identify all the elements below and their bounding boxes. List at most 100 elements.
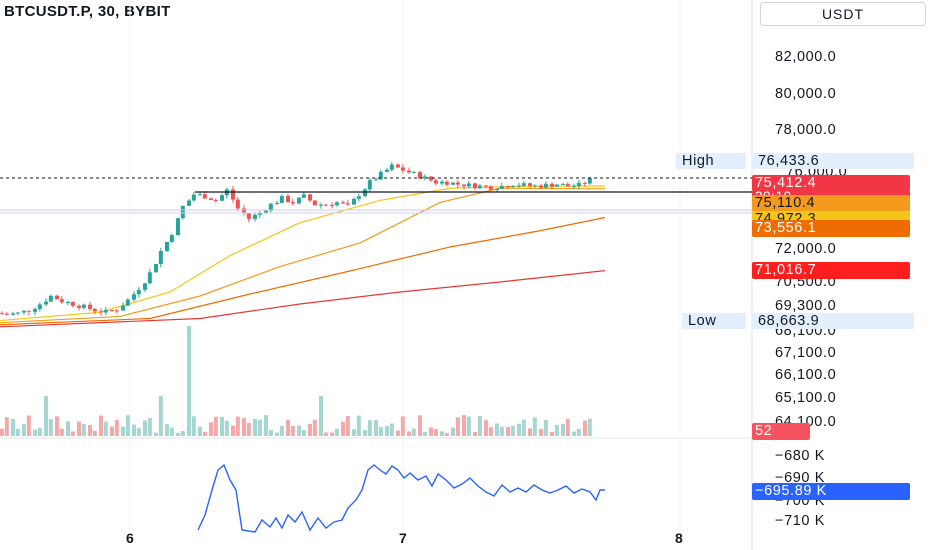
volume-bar (517, 423, 521, 436)
candle-body (103, 310, 108, 313)
candle-body (418, 172, 422, 179)
candle-body (114, 310, 119, 312)
candle-body (4, 313, 9, 315)
volume-bar (521, 419, 526, 436)
candle-body (488, 186, 493, 190)
candle-body (356, 196, 361, 199)
candle-body (539, 185, 543, 188)
candle-body (158, 250, 163, 265)
volume-bar (81, 424, 86, 436)
candle-body (176, 218, 180, 236)
volume-bar (308, 423, 312, 436)
volume-bar (169, 427, 174, 436)
candle-body (587, 178, 592, 184)
volume-bar (429, 427, 433, 436)
volume-bar (37, 427, 42, 436)
volume-bar (297, 425, 301, 436)
high-label: High (676, 153, 746, 169)
volume-bar (11, 418, 15, 436)
candle-body (235, 199, 240, 209)
candle-body (81, 304, 86, 308)
candle-body (22, 310, 26, 313)
candle-body (136, 289, 141, 295)
price-tick: 72,000.0 (775, 241, 837, 257)
currency-button[interactable]: USDT (760, 2, 926, 26)
candle-body (154, 264, 158, 273)
candle-body (499, 186, 504, 189)
ma4-badge: 71,016.7 (752, 262, 910, 279)
volume-bar (70, 431, 75, 436)
volume-bar (33, 429, 37, 436)
volume-bar (209, 422, 213, 436)
volume-bar (121, 426, 125, 436)
candle-body (411, 172, 416, 174)
volume-bar (433, 429, 438, 436)
candle-body (180, 205, 185, 219)
volume-bar (176, 432, 180, 436)
volume-badge: 52 (752, 423, 810, 440)
indicator-tick: −710 K (775, 513, 825, 529)
volume-bars (0, 326, 592, 436)
volume-bar (565, 418, 570, 436)
candle-body (44, 301, 48, 305)
candle-body (209, 198, 213, 200)
volume-bar (466, 416, 471, 436)
candle-body (554, 184, 559, 187)
candle-body (77, 305, 81, 308)
volume-bar (59, 428, 64, 436)
volume-bar (539, 428, 543, 436)
volume-bar (147, 418, 152, 436)
candle-body (110, 310, 114, 312)
volume-bar (334, 428, 339, 436)
candle-body (352, 198, 356, 205)
volume-bar (477, 415, 482, 436)
candle-body (345, 203, 350, 205)
volume-bar (312, 419, 317, 436)
volume-bar (583, 420, 587, 436)
ma-line-yellow (0, 185, 606, 322)
volume-bar (356, 415, 361, 436)
volume-bar (374, 420, 378, 436)
candle-body (334, 202, 339, 206)
candle-body (323, 204, 328, 206)
ma-line-darkorange (0, 216, 606, 326)
candle-body (330, 204, 334, 206)
volume-bar (224, 420, 229, 436)
candle-body (422, 176, 427, 179)
time-tick: 6 (126, 530, 134, 546)
volume-bar (187, 326, 191, 436)
candle-body (484, 185, 488, 187)
volume-bar (198, 426, 202, 436)
volume-bar (532, 417, 537, 436)
volume-bar (528, 428, 532, 436)
candle-body (396, 164, 400, 168)
volume-bar (22, 424, 26, 436)
volume-bar (345, 415, 350, 436)
candle-body (378, 171, 383, 180)
symbol-title[interactable]: BTCUSDT.P, 30, BYBIT (4, 3, 171, 20)
candle-body (132, 294, 136, 300)
candle-body (455, 182, 460, 185)
volume-bar (235, 416, 240, 436)
price-tick: 67,100.0 (775, 345, 837, 361)
candle-body (389, 164, 394, 170)
candle-body (543, 183, 548, 188)
candle-body (367, 180, 372, 190)
candle-body (257, 212, 262, 215)
volume-bar (231, 425, 235, 436)
candle-body (55, 295, 59, 300)
candle-body (477, 185, 482, 189)
ma-line-orange (0, 187, 606, 324)
volume-bar (66, 421, 70, 436)
candle-body (286, 196, 290, 203)
candle-body (407, 170, 411, 173)
price-tick: 69,300.0 (775, 298, 837, 314)
candle-body (444, 181, 449, 185)
volume-bar (554, 424, 559, 436)
volume-bar (550, 431, 554, 436)
volume-bar (385, 425, 389, 436)
candle-body (297, 197, 301, 204)
candle-body (15, 312, 20, 314)
volume-bar (396, 430, 400, 436)
